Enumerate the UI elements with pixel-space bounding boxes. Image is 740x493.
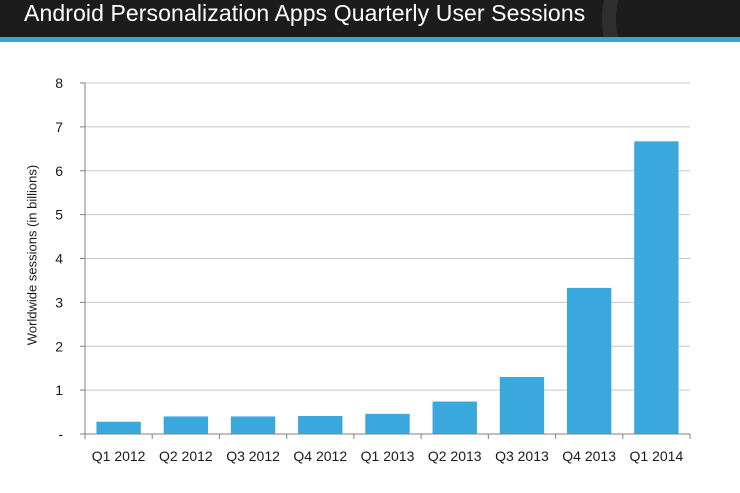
bars (96, 141, 679, 434)
chart-title: Android Personalization Apps Quarterly U… (24, 0, 586, 26)
x-tick-labels: Q1 2012 Q2 2012 Q3 2012 Q4 2012 Q1 2013 Q2 20… (92, 448, 684, 464)
x-tick-label: Q2 2013 (428, 448, 482, 464)
title-accent-line (0, 37, 740, 42)
x-tick-label: Q1 2013 (361, 448, 415, 464)
y-tick-label: 6 (55, 163, 63, 179)
bar (298, 416, 343, 434)
y-tick-label: 7 (55, 119, 63, 135)
x-tick-label: Q3 2012 (226, 448, 280, 464)
x-tick-label: Q3 2013 (495, 448, 549, 464)
y-tick-label: 1 (55, 382, 63, 398)
bar (566, 287, 612, 434)
x-tick-label: Q4 2013 (562, 448, 616, 464)
bar (432, 401, 477, 434)
bar (634, 141, 679, 434)
y-tick-label: 2 (55, 338, 63, 354)
title-bar: Android Personalization Apps Quarterly U… (0, 0, 740, 37)
x-tick-label: Q2 2012 (159, 448, 213, 464)
bar (499, 376, 545, 434)
y-tick-label: 8 (55, 75, 63, 91)
bar (365, 413, 410, 434)
axes (80, 82, 691, 439)
x-tick-label: Q1 2012 (92, 448, 146, 464)
y-tick-labels: - 1 2 3 4 5 6 7 8 (55, 75, 63, 442)
y-tick-label: 3 (55, 294, 63, 310)
bar (96, 421, 141, 434)
x-tick-label: Q1 2014 (630, 448, 684, 464)
bar (230, 416, 276, 434)
decorative-arc (602, 0, 740, 37)
y-tick-label: 5 (55, 207, 63, 223)
bar (163, 416, 209, 434)
y-tick-label: 4 (55, 251, 63, 267)
x-tick-label: Q4 2012 (293, 448, 347, 464)
y-tick-label: - (58, 426, 63, 442)
